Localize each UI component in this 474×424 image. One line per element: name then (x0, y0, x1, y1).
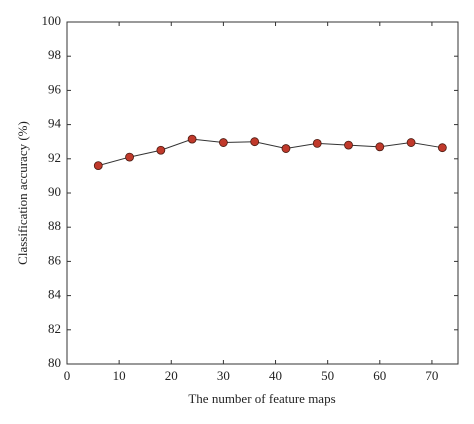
data-point (312, 139, 322, 148)
y-tick-label: 80 (48, 355, 61, 370)
data-point (437, 143, 447, 153)
data-point (250, 137, 260, 147)
x-tick-label: 30 (217, 368, 230, 383)
y-tick-label: 98 (48, 47, 61, 62)
data-point (93, 161, 103, 171)
data-point (187, 134, 197, 144)
y-tick-label: 90 (48, 184, 61, 199)
y-tick-label: 92 (48, 150, 61, 165)
x-tick-label: 0 (64, 368, 71, 383)
plot-frame (66, 21, 459, 365)
y-tick-label: 94 (48, 116, 62, 131)
x-tick-label: 60 (373, 368, 386, 383)
data-point (344, 140, 353, 150)
data-point (156, 145, 166, 155)
y-tick-label: 86 (48, 252, 62, 267)
x-tick-label: 50 (321, 368, 334, 383)
y-tick-label: 96 (48, 81, 62, 96)
data-point (218, 138, 228, 147)
x-tick-label: 70 (425, 368, 438, 383)
data-point (406, 138, 416, 147)
x-tick-label: 20 (165, 368, 178, 383)
y-tick-label: 84 (48, 287, 62, 302)
y-tick-label: 100 (42, 13, 62, 28)
data-point (281, 144, 291, 153)
x-tick-label: 10 (113, 368, 126, 383)
y-axis-label: Classification accuracy (%) (15, 121, 30, 265)
y-tick-label: 82 (48, 321, 61, 336)
data-point (375, 142, 385, 152)
y-tick-label: 88 (48, 218, 61, 233)
x-axis-label: The number of feature maps (188, 391, 335, 406)
x-tick-label: 40 (269, 368, 282, 383)
data-point (125, 152, 134, 162)
series-line (98, 138, 443, 167)
